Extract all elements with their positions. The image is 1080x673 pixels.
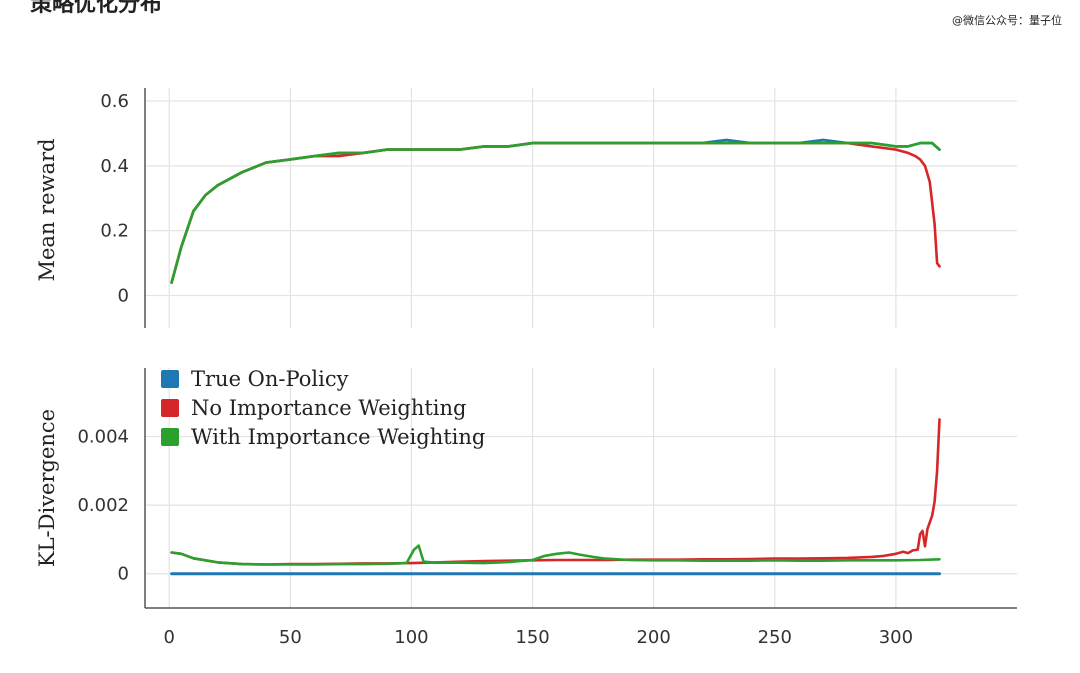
y-tick-label: 0 [118, 286, 129, 307]
x-tick-label: 200 [636, 627, 670, 648]
x-tick-label: 100 [394, 627, 428, 648]
series-line-no-importance-weighting [170, 141, 941, 284]
tick-labels: 0 0.2 0.4 0.6 0 0.002 0.004 0 50 100 150 200 250 300 [77, 91, 913, 648]
legend-swatch-with-importance-weighting [161, 428, 179, 446]
y-tick-label: 0.4 [100, 156, 129, 177]
legend-swatch-true-on-policy [161, 370, 179, 388]
legend-swatch-no-importance-weighting [161, 399, 179, 417]
legend: True On-Policy No Importance Weighting W… [161, 367, 485, 449]
y-axis-label-kl: KL-Divergence [35, 409, 59, 567]
axes [144, 88, 1017, 609]
y-tick-label: 0.004 [77, 427, 129, 448]
legend-label-no-importance-weighting: No Importance Weighting [191, 396, 466, 420]
y-axis-label-reward: Mean reward [35, 138, 59, 281]
legend-label-true-on-policy: True On-Policy [191, 367, 349, 391]
x-tick-label: 300 [879, 627, 913, 648]
series-lines [170, 138, 941, 576]
x-tick-label: 0 [163, 627, 174, 648]
legend-label-with-importance-weighting: With Importance Weighting [191, 425, 485, 449]
x-tick-label: 50 [279, 627, 302, 648]
grid-lines [145, 88, 1017, 608]
y-tick-label: 0.6 [100, 91, 129, 112]
series-line-with-importance-weighting [170, 141, 941, 284]
page-heading-fragment: 策略优化分布 [30, 0, 163, 17]
series-line-with-importance-weighting [170, 544, 941, 566]
x-tick-label: 250 [758, 627, 792, 648]
y-tick-label: 0.2 [100, 221, 129, 242]
watermark: @微信公众号：量子位 [952, 14, 1062, 27]
y-tick-label: 0.002 [77, 495, 129, 516]
x-tick-label: 150 [515, 627, 549, 648]
y-tick-label: 0 [118, 564, 129, 585]
series-line-true-on-policy [170, 138, 941, 284]
